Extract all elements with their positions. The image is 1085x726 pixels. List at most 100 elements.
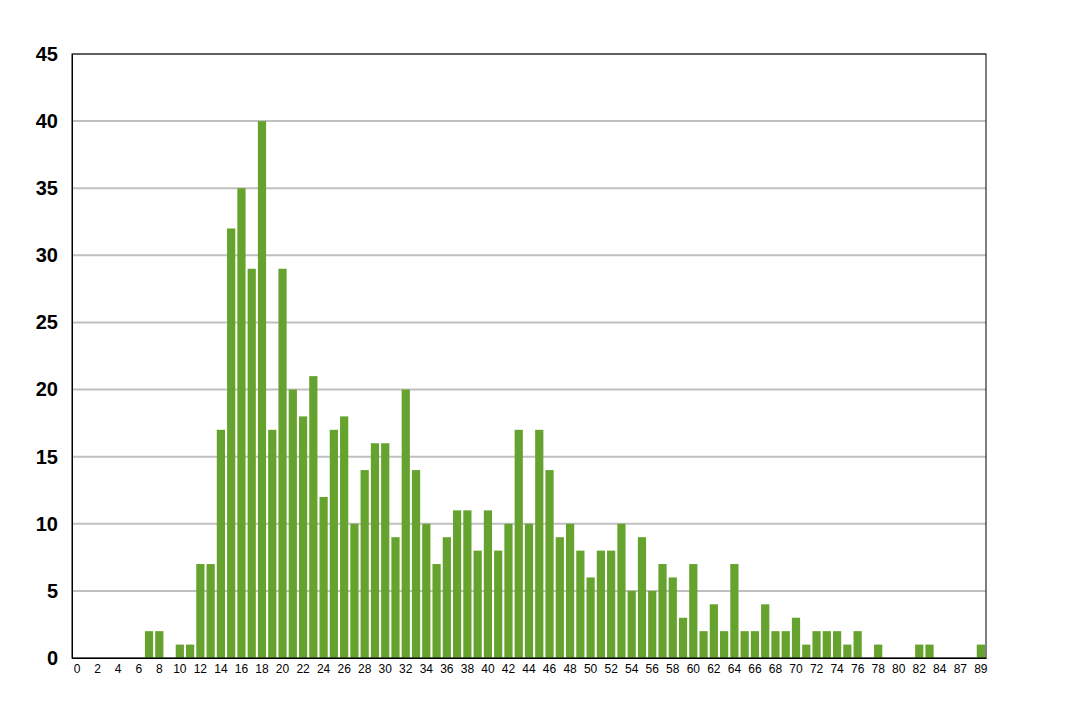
y-tick-label: 5 <box>47 580 58 602</box>
bar <box>607 551 615 658</box>
bar <box>504 524 512 658</box>
x-tick: 54 <box>625 658 639 676</box>
x-tick-label: 52 <box>604 662 618 676</box>
bar <box>248 269 256 658</box>
x-tick: 80 <box>892 658 906 676</box>
x-axis-line <box>73 658 987 659</box>
x-tick: 89 <box>974 658 988 676</box>
bar <box>587 577 595 658</box>
bar <box>484 510 492 658</box>
y-tick-label: 10 <box>36 513 58 535</box>
x-tick: 50 <box>584 658 598 676</box>
bar <box>833 631 841 658</box>
x-tick-label: 64 <box>728 662 742 676</box>
bar <box>802 645 810 658</box>
x-tick: 74 <box>830 658 844 676</box>
x-tick: 8 <box>156 658 163 676</box>
bar <box>186 645 194 658</box>
x-tick-label: 34 <box>420 662 434 676</box>
x-tick-label: 80 <box>892 662 906 676</box>
y-tick: 0 <box>47 647 72 669</box>
x-tick-label: 70 <box>789 662 803 676</box>
x-tick-label: 72 <box>810 662 824 676</box>
x-tick: 60 <box>687 658 701 676</box>
y-tick-label: 30 <box>36 244 58 266</box>
bar <box>761 604 769 658</box>
x-tick-label: 84 <box>933 662 947 676</box>
x-tick: 22 <box>296 658 310 676</box>
bar <box>402 390 410 658</box>
x-tick-label: 87 <box>954 662 968 676</box>
bar <box>874 645 882 658</box>
x-tick-label: 22 <box>296 662 310 676</box>
x-tick-label: 48 <box>563 662 577 676</box>
x-tick-label: 30 <box>379 662 393 676</box>
bar <box>823 631 831 658</box>
x-tick: 84 <box>933 658 947 676</box>
x-tick-label: 58 <box>666 662 680 676</box>
bar <box>699 631 707 658</box>
x-tick: 58 <box>666 658 680 676</box>
bar <box>679 618 687 658</box>
x-tick-label: 6 <box>135 662 142 676</box>
bar <box>217 430 225 658</box>
x-tick: 48 <box>563 658 577 676</box>
x-tick-label: 28 <box>358 662 372 676</box>
bar <box>432 564 440 658</box>
x-tick: 52 <box>604 658 618 676</box>
bar <box>751 631 759 658</box>
bar <box>196 564 204 658</box>
x-tick-label: 78 <box>871 662 885 676</box>
bar <box>782 631 790 658</box>
bar <box>658 564 666 658</box>
x-tick-label: 24 <box>317 662 331 676</box>
x-tick: 10 <box>173 658 187 676</box>
bar <box>278 269 286 658</box>
x-tick: 32 <box>399 658 413 676</box>
y-tick-label: 25 <box>36 311 58 333</box>
grid-line <box>72 120 986 122</box>
x-tick-label: 44 <box>522 662 536 676</box>
x-tick-label: 2 <box>94 662 101 676</box>
bar <box>638 537 646 658</box>
y-tick-label: 40 <box>36 110 58 132</box>
y-tick-label: 45 <box>36 43 58 65</box>
x-tick: 28 <box>358 658 372 676</box>
x-tick-label: 0 <box>74 662 81 676</box>
bar <box>422 524 430 658</box>
bar <box>741 631 749 658</box>
bar <box>792 618 800 658</box>
x-tick: 76 <box>851 658 865 676</box>
bar <box>453 510 461 658</box>
bar <box>566 524 574 658</box>
bar <box>628 591 636 658</box>
bar <box>268 430 276 658</box>
bar <box>771 631 779 658</box>
y-tick: 35 <box>36 177 72 199</box>
x-tick: 64 <box>728 658 742 676</box>
x-tick: 26 <box>337 658 351 676</box>
bar <box>843 645 851 658</box>
bar <box>474 551 482 658</box>
bars <box>145 121 985 658</box>
bar <box>207 564 215 658</box>
bar <box>176 645 184 658</box>
bar <box>710 604 718 658</box>
bar <box>925 645 933 658</box>
x-tick-label: 12 <box>194 662 208 676</box>
grid-line <box>72 187 986 189</box>
x-tick-label: 26 <box>337 662 351 676</box>
x-tick: 12 <box>194 658 208 676</box>
x-tick: 56 <box>646 658 660 676</box>
grid-line <box>72 321 986 323</box>
x-tick: 87 <box>954 658 968 676</box>
bar <box>309 376 317 658</box>
bar <box>597 551 605 658</box>
bar <box>812 631 820 658</box>
bar <box>289 390 297 658</box>
bar <box>494 551 502 658</box>
x-tick: 36 <box>440 658 454 676</box>
bar <box>330 430 338 658</box>
x-tick-label: 46 <box>543 662 557 676</box>
x-tick: 68 <box>769 658 783 676</box>
